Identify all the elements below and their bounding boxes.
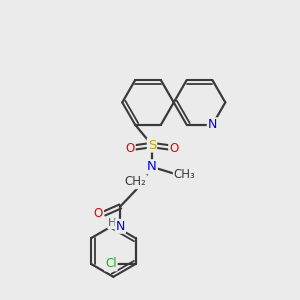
Text: CH₃: CH₃	[174, 168, 196, 181]
Text: Cl: Cl	[105, 257, 117, 270]
Text: O: O	[94, 207, 103, 220]
Text: N: N	[147, 160, 157, 173]
Text: N: N	[116, 220, 125, 233]
Text: CH₂: CH₂	[124, 175, 146, 188]
Text: O: O	[126, 142, 135, 154]
Text: N: N	[208, 118, 217, 131]
Text: S: S	[148, 139, 156, 152]
Text: H: H	[108, 218, 116, 228]
Text: O: O	[169, 142, 178, 154]
